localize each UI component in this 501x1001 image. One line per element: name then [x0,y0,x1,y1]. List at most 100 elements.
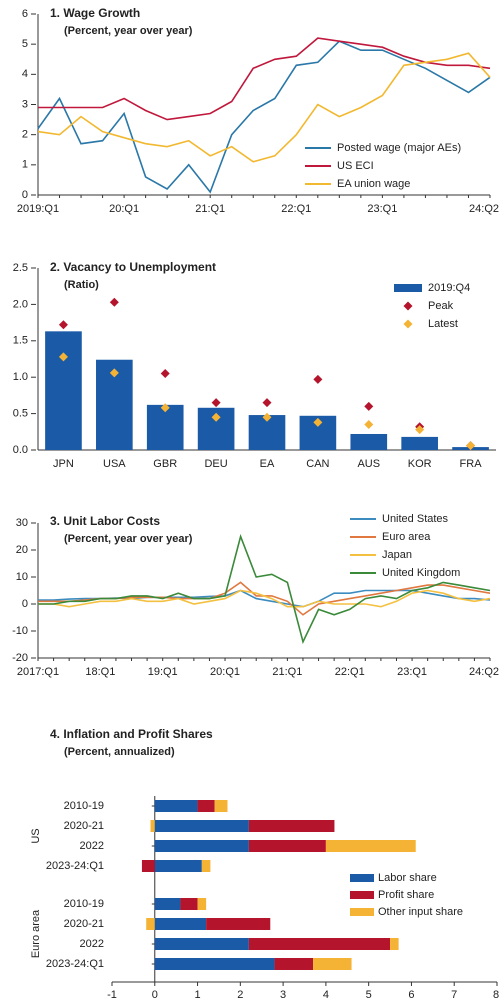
bar-segment [154,820,249,832]
legend-label: Posted wage (major AEs) [337,142,461,154]
marker [211,398,221,408]
legend-swatch [350,874,374,882]
marker [313,374,323,384]
legend-label: Labor share [378,872,437,884]
legend-label: United Kingdom [382,567,460,579]
y-tick-label: 3 [22,98,28,110]
marker [58,352,68,362]
y-tick-label: 2020-21 [64,820,104,832]
group-label: US [30,828,42,843]
chart-subtitle: (Percent, year over year) [64,533,193,545]
x-tick-label: 18:Q1 [85,666,115,678]
y-tick-label: 1.0 [13,371,28,383]
line-series [38,533,491,645]
bar-segment [248,938,391,950]
bar-segment [201,860,211,872]
y-tick-label: 10 [16,571,28,583]
marker [160,369,170,379]
x-tick-label: JPN [53,458,74,470]
marker [262,398,272,408]
bar-segment [206,918,271,930]
x-tick-label: 2019:Q1 [17,203,59,215]
marker [109,297,119,307]
x-tick-label: 22:Q1 [281,203,311,215]
bar-segment [154,958,275,970]
x-tick-label: 19:Q1 [148,666,178,678]
bar-segment [150,820,155,832]
bar-segment [154,860,202,872]
chart-title: 3. Unit Labor Costs [50,514,160,528]
marker [160,403,170,413]
x-tick-label: 2017:Q1 [17,666,59,678]
legend-swatch [403,301,413,311]
y-tick-label: 1 [22,159,28,171]
legend-label: Japan [382,549,412,561]
y-tick-label: 2023-24:Q1 [46,860,104,872]
marker [364,401,374,411]
legend-label: US ECI [337,160,374,172]
legend-swatch [350,908,374,916]
bar [401,436,438,450]
y-tick-label: 2.0 [13,298,28,310]
x-tick-label: -1 [107,989,117,1001]
line-series [38,37,491,121]
legend-label: Peak [428,300,454,312]
bar-segment [154,938,249,950]
y-tick-label: 0.0 [13,444,28,456]
x-tick-label: CAN [306,458,329,470]
y-tick-label: 4 [22,68,28,80]
marker [262,412,272,422]
y-tick-label: 2022 [80,840,104,852]
bar-segment [248,840,326,852]
x-tick-label: 2 [237,989,243,1001]
chart-title: 4. Inflation and Profit Shares [50,727,213,741]
legend-label: Latest [428,318,458,330]
legend-label: Profit share [378,889,434,901]
x-tick-label: EA [260,458,275,470]
x-tick-label: KOR [408,458,432,470]
bar-segment [197,800,215,812]
legend-label: 2019:Q4 [428,282,470,294]
marker [415,425,425,435]
chart-subtitle: (Percent, year over year) [64,25,193,37]
legend-swatch [350,891,374,899]
bar-segment [141,860,155,872]
chart-title: 1. Wage Growth [50,6,140,20]
y-tick-label: 5 [22,38,28,50]
x-tick-label: 24:Q2 [469,203,499,215]
bar-segment [154,800,198,812]
y-tick-label: 1.5 [13,335,28,347]
x-tick-label: USA [103,458,126,470]
group-label: Euro area [30,909,42,958]
x-tick-label: 22:Q1 [335,666,365,678]
marker [58,320,68,330]
y-tick-label: 2010-19 [64,800,104,812]
x-tick-label: 5 [366,989,372,1001]
x-tick-label: 8 [493,989,499,1001]
bar [45,331,82,450]
x-tick-label: GBR [153,458,177,470]
x-tick-label: DEU [204,458,227,470]
y-tick-label: 2023-24:Q1 [46,958,104,970]
bar-segment [154,898,181,910]
y-tick-label: 2.5 [13,262,28,274]
y-tick-label: -20 [12,652,28,664]
y-tick-label: 2022 [80,938,104,950]
marker [364,420,374,430]
x-tick-label: FRA [460,458,483,470]
bar-segment [325,840,416,852]
chart-title: 2. Vacancy to Unemployment [50,260,216,274]
bar-segment [274,958,314,970]
x-tick-label: 20:Q1 [109,203,139,215]
line-series [38,589,491,608]
marker [313,417,323,427]
y-tick-label: 20 [16,544,28,556]
y-tick-label: 0 [22,189,28,201]
bar [350,433,388,450]
bar-segment [390,938,399,950]
bar-segment [146,918,155,930]
x-tick-label: AUS [357,458,380,470]
y-tick-label: 2020-21 [64,918,104,930]
